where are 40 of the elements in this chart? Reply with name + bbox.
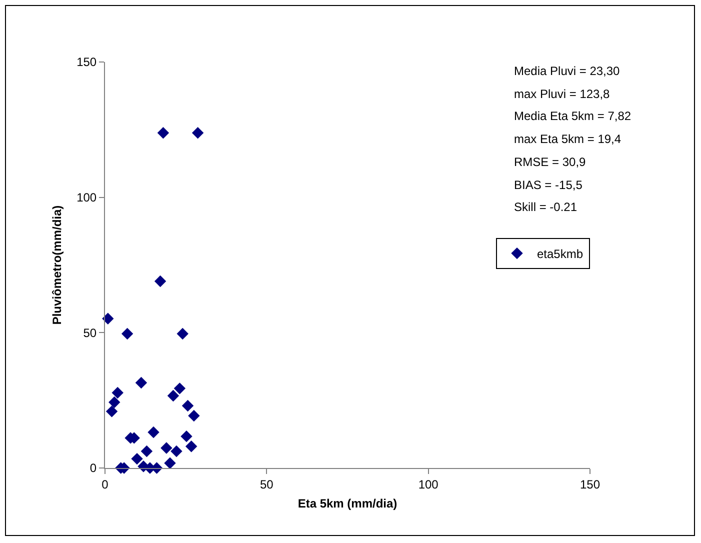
x-tick-label: 150 (580, 477, 600, 492)
annotation: Media Pluvi = 23,30 (514, 64, 620, 78)
point (102, 312, 114, 324)
point (121, 328, 134, 340)
point (140, 445, 153, 458)
annotation: Skill = -0.21 (514, 200, 578, 214)
point (188, 410, 200, 422)
point (106, 406, 118, 418)
annotation: max Pluvi = 123,8 (514, 87, 610, 101)
annotation: Media Eta 5km = 7,82 (514, 109, 632, 123)
point (192, 127, 204, 139)
x-tick-label: 0 (102, 477, 109, 492)
x-tick-label: 100 (418, 477, 439, 492)
point (185, 440, 198, 452)
point (164, 457, 176, 469)
point (148, 426, 160, 438)
x-axis-title: Eta 5km (mm/dia) (298, 496, 398, 510)
annotation: RMSE = 30,9 (514, 155, 586, 169)
point (157, 127, 170, 139)
point (182, 400, 194, 412)
point (174, 382, 186, 394)
x-tick-label: 50 (260, 477, 274, 492)
y-axis-title: Pluviômetro(mm/dia) (50, 205, 64, 325)
point (154, 275, 166, 288)
point (180, 430, 192, 442)
point (135, 376, 148, 389)
point (112, 386, 124, 399)
point (170, 445, 182, 458)
legend-label: eta5kmb (537, 246, 584, 261)
point (176, 328, 188, 340)
point (108, 396, 120, 408)
y-tick-label: 0 (90, 461, 97, 476)
annotation: max Eta 5km = 19,4 (514, 132, 622, 146)
y-tick-label: 150 (76, 55, 97, 70)
annotation: BIAS = -15,5 (514, 178, 583, 192)
point (160, 442, 172, 454)
point (167, 390, 180, 402)
y-tick-label: 100 (76, 190, 97, 205)
point (131, 452, 143, 465)
y-tick-label: 50 (83, 326, 97, 340)
